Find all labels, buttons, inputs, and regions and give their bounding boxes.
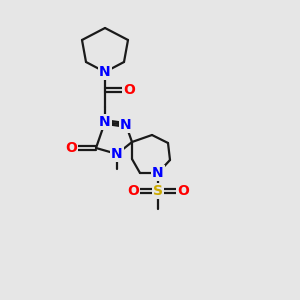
- Text: N: N: [99, 65, 111, 79]
- Text: N: N: [152, 166, 164, 180]
- Text: O: O: [127, 184, 139, 198]
- Text: S: S: [153, 184, 163, 198]
- Text: O: O: [65, 141, 77, 155]
- Text: N: N: [111, 147, 123, 161]
- Text: O: O: [177, 184, 189, 198]
- Text: N: N: [99, 115, 111, 129]
- Text: N: N: [120, 118, 132, 132]
- Text: O: O: [123, 83, 135, 97]
